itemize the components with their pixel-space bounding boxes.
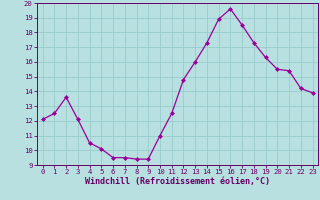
X-axis label: Windchill (Refroidissement éolien,°C): Windchill (Refroidissement éolien,°C)	[85, 177, 270, 186]
